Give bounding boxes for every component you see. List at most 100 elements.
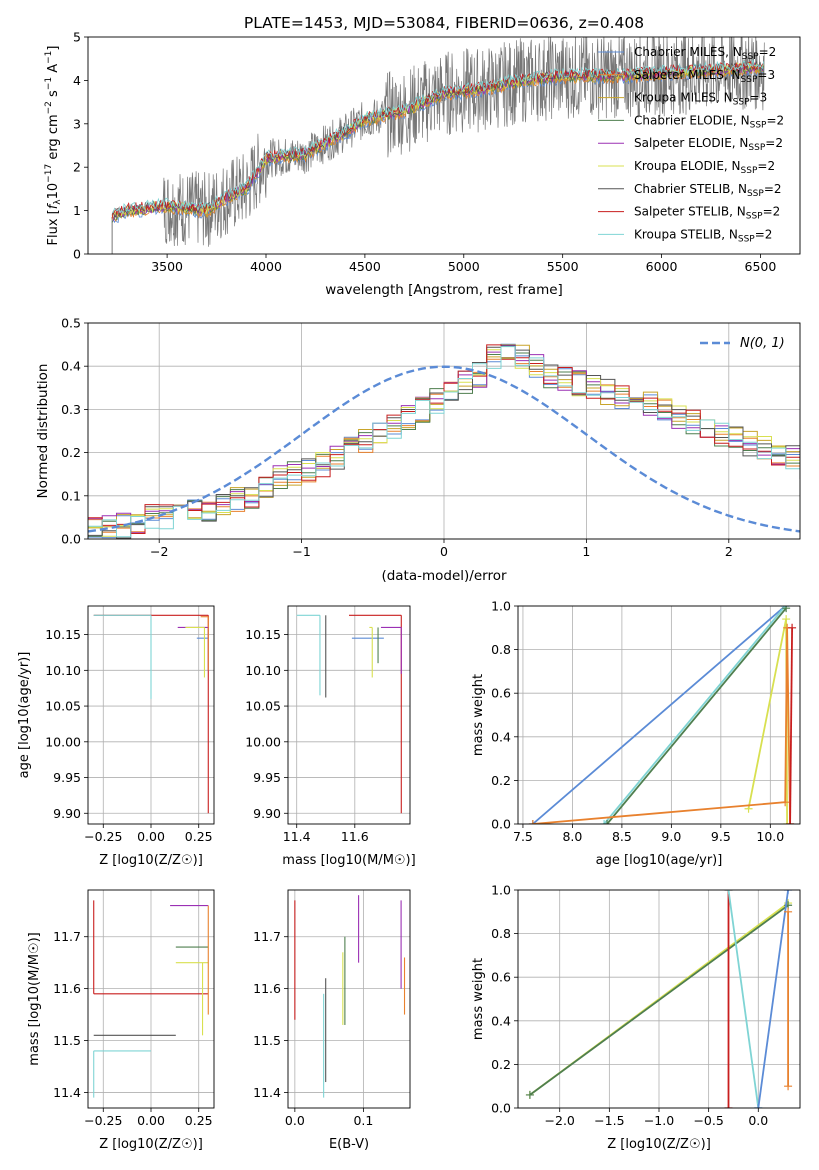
y-axis-label: mass weight	[471, 958, 486, 1040]
y-tick-label: 10.15	[245, 627, 281, 642]
model-line-salpeter_stelib	[111, 60, 764, 219]
legend-entry-normal: N(0, 1)	[740, 336, 785, 351]
x-tick-label: 0.1	[353, 1113, 373, 1128]
weight-marker-kroupa_stelib	[600, 820, 609, 824]
x-tick-label: 11.4	[283, 829, 311, 844]
y-tick-label: 9.90	[53, 806, 81, 821]
weight-marker-chabrier_miles	[754, 1104, 763, 1108]
x-axis-label: Z [log10(Z/Z☉)]	[99, 853, 203, 868]
mass_vs_ebv-plot-area	[294, 895, 406, 1098]
x-tick-label: 2	[725, 544, 733, 559]
weight-marker-salpeter_stelib	[788, 623, 797, 632]
y-axis-label: mass weight	[471, 674, 486, 756]
y-tick-label: 10.10	[245, 663, 281, 678]
y-tick-label: 9.95	[253, 770, 281, 785]
y-tick-label: 5	[73, 30, 81, 45]
y-tick-label: 0.2	[61, 445, 81, 460]
x-tick-label: 6000	[646, 259, 678, 274]
residuals-plot-area	[88, 343, 800, 539]
histogram-kroupa_stelib	[88, 346, 800, 538]
weight_vs_age-plot-area	[528, 606, 797, 824]
histogram-chabrier_stelib	[88, 345, 800, 539]
weight_vs_z-panel: −2.0 −1.5 −1.0 −0.5 0.0 0.0 0.2 0.4 0.6 0.8 1.0 Z […	[471, 883, 801, 1152]
x-tick-label: 0.00	[137, 1113, 165, 1128]
y-tick-label: 11.6	[253, 981, 281, 996]
y-tick-label: 2	[73, 160, 81, 175]
weight-marker-salpeter_miles	[784, 907, 793, 916]
y-tick-label: 0	[73, 247, 81, 262]
weight-marker-chabrier_elodie	[782, 606, 791, 613]
x-tick-label: 5000	[448, 259, 480, 274]
x-tick-label: 7.5	[513, 829, 533, 844]
y-tick-label: 0.4	[491, 1013, 511, 1028]
x-tick-label: 0.0	[748, 1113, 768, 1128]
weight-line-salpeter_miles	[532, 627, 791, 824]
y-tick-label: 0.8	[491, 926, 511, 941]
spectrum-panel: 3500 4000 4500 5000 5500 6000 6500 0 1 2 3 4 5 Chabri…	[44, 30, 801, 298]
legend-entry-chabrier_stelib: Chabrier STELIB, NSSP=2	[634, 182, 782, 199]
age_vs_mass-panel: 11.4 11.6 9.90 9.95 10.00 10.05 10.10 10.15 mass…	[245, 605, 416, 868]
y-tick-label: 0.6	[491, 970, 511, 985]
y-tick-label: 10.00	[45, 734, 81, 749]
y-tick-label: 11.5	[53, 1033, 81, 1048]
normal-distribution-curve	[88, 365, 800, 533]
y-tick-label: 0.8	[491, 642, 511, 657]
x-tick-label: −2.0	[545, 1113, 575, 1128]
axes-frame	[87, 605, 215, 825]
y-tick-label: 10.10	[45, 663, 81, 678]
x-tick-label: 0.25	[185, 1113, 213, 1128]
y-tick-label: 9.95	[53, 770, 81, 785]
x-tick-label: −1	[292, 544, 310, 559]
weight-line-salpeter_stelib	[789, 627, 793, 824]
x-tick-label: 1	[582, 544, 590, 559]
y-tick-label: 0.4	[491, 729, 511, 744]
y-tick-label: 0.2	[491, 1057, 511, 1072]
y-tick-label: 0.4	[61, 359, 81, 374]
weight-marker-salpeter_stelib	[724, 1104, 733, 1108]
weight-marker-kroupa_elodie	[782, 615, 791, 624]
x-tick-label: 8.0	[562, 829, 582, 844]
y-tick-label: 0.3	[61, 402, 81, 417]
mass_vs_z-panel: −0.25 0.00 0.25 11.4 11.5 11.6 11.7 Z [log10(Z/…	[27, 889, 215, 1152]
x-tick-label: 5500	[547, 259, 579, 274]
age_vs_z-panel: −0.25 0.00 0.25 9.90 9.95 10.00 10.05 10.10 10.1…	[17, 605, 215, 868]
y-tick-label: 3	[73, 116, 81, 131]
x-tick-label: 0	[440, 544, 448, 559]
x-tick-label: −2	[150, 544, 168, 559]
x-tick-label: −1.0	[644, 1113, 674, 1128]
weight-line-chabrier_elodie	[529, 904, 789, 1096]
figure-title: PLATE=1453, MJD=53084, FIBERID=0636, z=0…	[244, 14, 644, 32]
x-axis-label: age [log10(age/yr)]	[596, 853, 723, 868]
weight-marker-salpeter_miles	[781, 798, 790, 807]
weight-marker-chabrier_miles	[784, 890, 793, 894]
y-tick-label: 10.00	[245, 734, 281, 749]
weight-marker-kroupa_stelib	[724, 890, 733, 894]
age_vs_z-plot-area	[93, 614, 209, 814]
y-tick-label: 11.5	[253, 1033, 281, 1048]
y-tick-label: 10.05	[245, 699, 281, 714]
y-tick-label: 0.0	[61, 532, 81, 547]
legend-entry-kroupa_elodie: Kroupa ELODIE, NSSP=2	[634, 159, 775, 176]
y-tick-label: 11.4	[53, 1085, 81, 1100]
y-tick-label: 1	[73, 203, 81, 218]
y-axis-label: age [log10(age/yr)]	[17, 652, 32, 779]
x-tick-label: −0.25	[84, 1113, 122, 1128]
axes-frame	[517, 605, 801, 825]
axes-frame	[287, 605, 411, 825]
y-tick-label: 1.0	[491, 599, 511, 614]
x-tick-label: 0.00	[137, 829, 165, 844]
weight-marker-chabrier_elodie	[525, 1090, 534, 1099]
y-tick-label: 0.2	[491, 773, 511, 788]
x-axis-label: mass [log10(M/M☉)]	[282, 853, 415, 868]
weight-line-chabrier_elodie	[606, 607, 787, 824]
age_vs_mass-plot-area	[296, 614, 402, 814]
weight-marker-chabrier_elodie	[603, 820, 612, 824]
y-tick-label: 11.7	[53, 929, 81, 944]
model-line-salpeter_elodie	[111, 62, 764, 222]
legend-entry-salpeter_stelib: Salpeter STELIB, NSSP=2	[634, 205, 780, 222]
weight-line-chabrier_miles	[757, 890, 789, 1108]
weight-line-chabrier_miles	[532, 606, 786, 824]
x-tick-label: 10.0	[756, 829, 784, 844]
